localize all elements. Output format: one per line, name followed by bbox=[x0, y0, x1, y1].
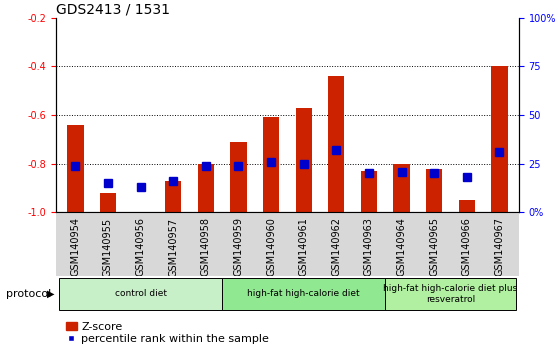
Bar bbox=[100, 193, 116, 212]
Text: control diet: control diet bbox=[114, 289, 167, 298]
Bar bbox=[198, 164, 214, 212]
Text: GSM140967: GSM140967 bbox=[494, 217, 504, 276]
Text: high-fat high-calorie diet plus
resveratrol: high-fat high-calorie diet plus resverat… bbox=[383, 284, 518, 303]
Bar bbox=[459, 200, 475, 212]
Bar bbox=[328, 76, 344, 212]
Bar bbox=[165, 181, 181, 212]
FancyBboxPatch shape bbox=[222, 278, 385, 310]
FancyBboxPatch shape bbox=[385, 278, 516, 310]
Text: ▶: ▶ bbox=[47, 289, 55, 299]
Text: GSM140963: GSM140963 bbox=[364, 217, 374, 276]
Text: GSM140956: GSM140956 bbox=[136, 217, 146, 276]
Bar bbox=[230, 142, 247, 212]
Text: GSM140954: GSM140954 bbox=[70, 217, 80, 276]
Bar bbox=[263, 118, 279, 212]
Text: GSM140957: GSM140957 bbox=[168, 217, 178, 276]
Bar bbox=[296, 108, 312, 212]
Text: GSM140962: GSM140962 bbox=[331, 217, 341, 276]
Text: protocol: protocol bbox=[6, 289, 51, 299]
FancyBboxPatch shape bbox=[59, 278, 222, 310]
Bar bbox=[426, 169, 442, 212]
Bar bbox=[67, 125, 84, 212]
Text: GSM140955: GSM140955 bbox=[103, 217, 113, 276]
Legend: Z-score, percentile rank within the sample: Z-score, percentile rank within the samp… bbox=[61, 317, 273, 348]
Text: GSM140965: GSM140965 bbox=[429, 217, 439, 276]
Bar bbox=[361, 171, 377, 212]
Text: GSM140959: GSM140959 bbox=[233, 217, 243, 276]
Text: high-fat high-calorie diet: high-fat high-calorie diet bbox=[247, 289, 360, 298]
Text: GSM140961: GSM140961 bbox=[299, 217, 309, 276]
Text: GDS2413 / 1531: GDS2413 / 1531 bbox=[56, 2, 170, 17]
Bar bbox=[393, 164, 410, 212]
Text: GSM140960: GSM140960 bbox=[266, 217, 276, 276]
Text: GSM140958: GSM140958 bbox=[201, 217, 211, 276]
Bar bbox=[491, 67, 508, 212]
Text: GSM140964: GSM140964 bbox=[397, 217, 407, 276]
Text: GSM140966: GSM140966 bbox=[462, 217, 472, 276]
